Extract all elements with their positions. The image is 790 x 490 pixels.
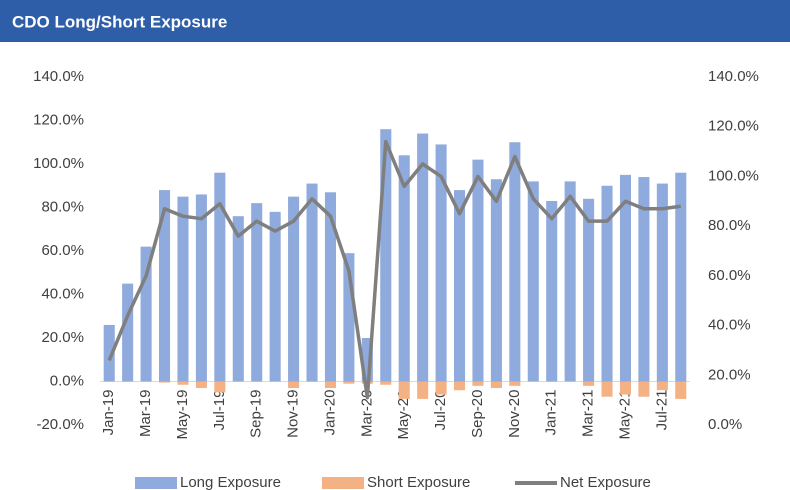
- bar: [472, 381, 484, 386]
- y-tick-label: 140.0%: [33, 68, 84, 85]
- legend-label: Net Exposure: [560, 474, 651, 490]
- bar: [601, 185, 613, 382]
- bar: [214, 172, 226, 382]
- bar: [177, 381, 189, 385]
- bar: [195, 381, 207, 389]
- bar: [288, 196, 300, 382]
- legend-swatch: [322, 477, 364, 489]
- x-tick-label: Mar-21: [580, 390, 597, 438]
- bar: [103, 324, 115, 382]
- y2-tick-label: 120.0%: [708, 118, 759, 135]
- bar: [656, 381, 668, 391]
- x-tick-label: Sep-20: [469, 390, 486, 438]
- x-tick-label: Jan-19: [100, 390, 117, 436]
- y-tick-label: 40.0%: [41, 285, 84, 302]
- bar: [656, 183, 668, 382]
- x-tick-label: Mar-20: [358, 390, 375, 438]
- legend-label: Short Exposure: [367, 474, 470, 490]
- bar: [177, 196, 189, 382]
- bar: [122, 283, 134, 382]
- x-tick-label: May-21: [616, 390, 633, 440]
- y2-tick-label: 60.0%: [708, 267, 751, 284]
- bar: [454, 190, 466, 382]
- bar: [232, 216, 244, 382]
- x-tick-label: Nov-20: [506, 390, 523, 438]
- bar: [509, 381, 521, 386]
- y-tick-label: 80.0%: [41, 198, 84, 215]
- bar: [564, 181, 576, 382]
- bar: [675, 172, 687, 382]
- bar: [417, 133, 429, 382]
- x-tick-label: Jul-19: [211, 390, 228, 431]
- bar: [583, 198, 595, 382]
- x-tick-label: Sep-19: [248, 390, 265, 438]
- line: [107, 139, 682, 400]
- bar: [398, 155, 410, 382]
- bar: [195, 194, 207, 382]
- bar: [638, 177, 650, 382]
- bar: [343, 381, 355, 384]
- x-tick-label: May-20: [395, 390, 412, 440]
- y2-tick-label: 20.0%: [708, 366, 751, 383]
- bar: [454, 381, 466, 391]
- bar: [638, 381, 650, 397]
- bar: [472, 159, 484, 382]
- bar: [509, 142, 521, 382]
- bar: [527, 181, 539, 382]
- y-tick-label: 120.0%: [33, 111, 84, 128]
- bar: [675, 381, 687, 399]
- bar: [435, 144, 447, 382]
- bar: [490, 179, 502, 382]
- x-tick-label: Jul-21: [653, 390, 670, 431]
- legend-label: Long Exposure: [180, 474, 281, 490]
- chart-title: CDO Long/Short Exposure: [12, 12, 227, 31]
- bar: [546, 200, 558, 382]
- bar: [324, 192, 336, 382]
- title-bar: [0, 0, 790, 42]
- bar: [140, 246, 152, 382]
- x-tick-label: May-19: [174, 390, 191, 440]
- x-tick-label: Mar-19: [137, 390, 154, 438]
- x-tick-label: Jul-20: [432, 390, 449, 431]
- bar: [214, 381, 226, 393]
- bar: [380, 381, 392, 385]
- bar: [583, 381, 595, 386]
- bar: [251, 203, 263, 382]
- y2-tick-label: 40.0%: [708, 317, 751, 334]
- bar: [619, 381, 631, 395]
- bar: [417, 381, 429, 399]
- x-tick-label: Nov-19: [285, 390, 302, 438]
- y2-tick-label: 140.0%: [708, 68, 759, 85]
- bar: [288, 381, 300, 389]
- legend-swatch: [135, 477, 177, 489]
- bar: [306, 183, 318, 382]
- bar: [380, 129, 392, 382]
- bar: [361, 338, 373, 382]
- bar: [324, 381, 336, 389]
- y2-tick-label: 0.0%: [708, 416, 742, 433]
- y2-tick-label: 100.0%: [708, 167, 759, 184]
- bar: [601, 381, 613, 397]
- bar: [619, 174, 631, 382]
- bar: [435, 381, 447, 395]
- y-tick-label: 100.0%: [33, 155, 84, 172]
- x-tick-label: Jan-20: [321, 390, 338, 436]
- bar: [159, 381, 171, 383]
- bar: [398, 381, 410, 399]
- y-tick-label: 20.0%: [41, 329, 84, 346]
- bar: [269, 211, 281, 382]
- bar: [490, 381, 502, 389]
- x-tick-label: Jan-21: [543, 390, 560, 436]
- y-tick-label: 60.0%: [41, 242, 84, 259]
- bar: [159, 190, 171, 382]
- bar: [343, 253, 355, 382]
- y2-tick-label: 80.0%: [708, 217, 751, 234]
- y-tick-label: 0.0%: [50, 372, 84, 389]
- y-tick-label: -20.0%: [36, 416, 84, 433]
